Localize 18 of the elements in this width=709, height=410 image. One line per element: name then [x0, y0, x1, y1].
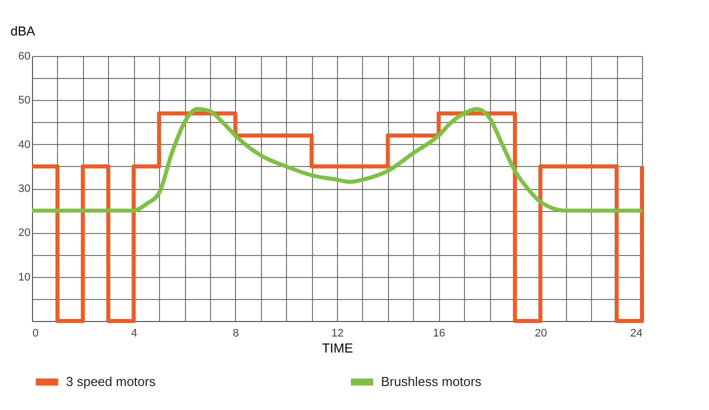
- x-tick-label: 12: [331, 328, 344, 340]
- legend-label: 3 speed motors: [66, 374, 156, 389]
- x-tick-label: 8: [232, 328, 239, 340]
- y-tick-label: 60: [18, 50, 30, 62]
- y-axis-title: dBA: [10, 24, 36, 38]
- x-tick-label: 24: [630, 328, 642, 340]
- y-tick-label: 50: [18, 94, 30, 107]
- legend-label: Brushless motors: [381, 374, 482, 389]
- line-series: [30, 107, 644, 213]
- y-tick-label: 40: [18, 138, 30, 151]
- x-axis-title: TIME: [322, 340, 354, 356]
- y-tick-label: 10: [18, 271, 30, 284]
- y-tick-label: 20: [18, 227, 30, 240]
- x-tick-label: 0: [32, 328, 39, 340]
- y-tick-label: 30: [18, 183, 30, 195]
- x-tick-label: 20: [534, 328, 547, 340]
- x-tick-label: 4: [131, 328, 138, 340]
- x-tick-label: 16: [433, 328, 446, 340]
